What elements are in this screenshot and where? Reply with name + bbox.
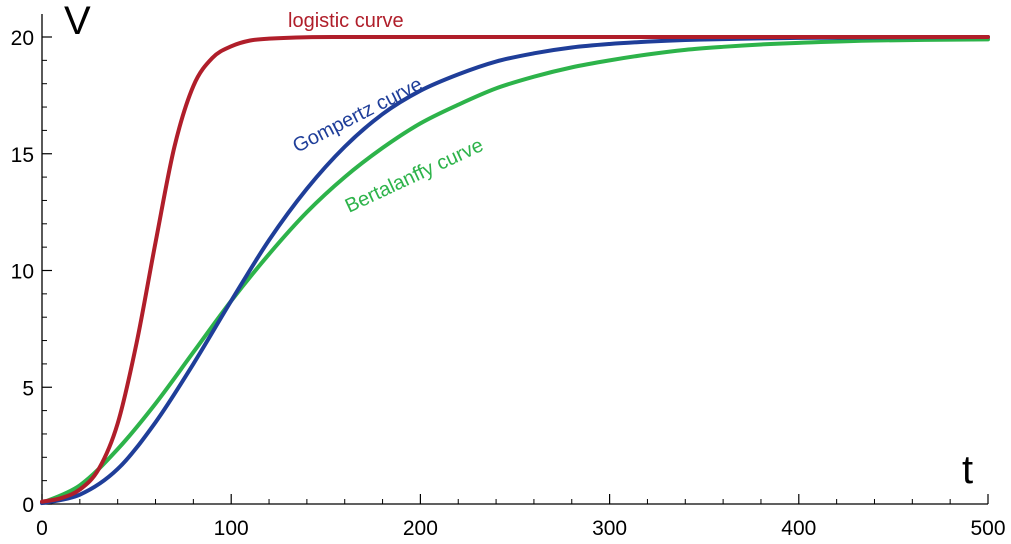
x-tick-label: 200	[403, 517, 438, 540]
x-tick-label: 0	[36, 517, 48, 540]
bertalanffy-curve-label: Bertalanffy curve	[342, 134, 487, 217]
y-tick-label: 20	[11, 27, 34, 50]
x-tick-label: 400	[781, 517, 816, 540]
ticks	[41, 36, 989, 505]
logistic-curve	[40, 34, 990, 504]
axes	[41, 14, 988, 505]
y-tick-label: 5	[22, 377, 34, 400]
bertalanffy-curve	[40, 37, 990, 505]
tick-labels: 0 100 200 300 400 500 0 5 10 15 20	[11, 27, 1006, 540]
x-tick-label: 300	[592, 517, 627, 540]
y-axis-title: V	[64, 0, 91, 43]
y-tick-label: 10	[11, 261, 34, 284]
curve-labels: logistic curve Gompertz curve Bertalanff…	[288, 10, 487, 218]
x-tick-label: 100	[214, 517, 249, 540]
x-axis-title: t	[962, 448, 973, 492]
gompertz-curve-label: Gompertz curve	[289, 73, 426, 157]
curves	[40, 34, 990, 506]
logistic-curve-label: logistic curve	[288, 10, 404, 32]
x-tick-label: 500	[970, 517, 1005, 540]
y-tick-label: 15	[11, 144, 34, 167]
y-tick-label: 0	[22, 494, 34, 517]
